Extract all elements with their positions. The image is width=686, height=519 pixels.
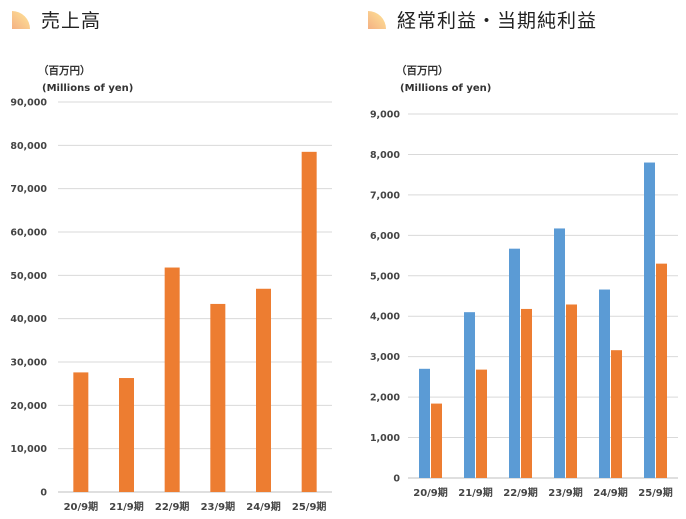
x-tick-label: 20/9期: [64, 500, 99, 513]
profit-bar-1-6: [644, 162, 655, 479]
sales-chart-panel: 売上高 （百万円） (Millions of yen) 0 10,000 20,000 3…: [10, 6, 332, 513]
sales-title: 売上高: [41, 9, 102, 32]
sales-bar-1-6: [301, 151, 317, 493]
x-tick-label: 25/9期: [638, 486, 673, 499]
y-tick-label: 0: [40, 488, 47, 499]
profit-heading: 経常利益・当期純利益: [368, 6, 597, 32]
y-tick-label: 3,000: [370, 352, 400, 363]
unit-label-jp: （百万円）: [38, 64, 91, 77]
x-tick-label: 24/9期: [593, 486, 628, 499]
profit-chart-panel: 経常利益・当期純利益 （百万円） (Millions of yen) 0 1,000 2…: [343, 0, 686, 519]
y-tick-label: 1,000: [370, 433, 400, 444]
profit-bar-1-3: [509, 248, 520, 478]
profit-bar-1-2: [464, 312, 475, 478]
quarter-circle-gradient-icon: [368, 11, 386, 29]
y-tick-label: 10,000: [10, 444, 47, 455]
x-tick-label: 24/9期: [246, 500, 281, 513]
y-tick-label: 40,000: [10, 314, 47, 325]
profit-title: 経常利益・当期純利益: [397, 9, 598, 32]
sales-bar-1-5: [256, 288, 271, 492]
y-tick-label: 20,000: [10, 401, 47, 412]
y-tick-label: 50,000: [10, 271, 47, 282]
x-tick-label: 22/9期: [503, 486, 538, 499]
sales-bar-chart: （百万円） (Millions of yen) 0 10,000 20,000 30,00…: [10, 64, 332, 513]
unit-label-en: (Millions of yen): [42, 83, 133, 94]
profit-bar-1-4: [554, 228, 565, 478]
x-tick-label: 23/9期: [201, 500, 236, 513]
profit-bar-2-3: [521, 308, 532, 478]
y-tick-label: 8,000: [370, 150, 400, 161]
profit-bar-1-1: [419, 368, 430, 478]
y-tick-label: 6,000: [370, 231, 400, 242]
x-tick-label: 23/9期: [548, 486, 583, 499]
x-tick-label: 21/9期: [109, 500, 144, 513]
sales-bar-1-3: [164, 267, 180, 492]
x-tick-label: 21/9期: [458, 486, 493, 499]
y-tick-label: 70,000: [10, 184, 47, 195]
sales-heading: 売上高: [12, 6, 101, 32]
x-tick-label: 25/9期: [292, 500, 327, 513]
sales-bar-1-4: [210, 303, 226, 492]
y-tick-label: 0: [393, 474, 400, 485]
y-tick-label: 4,000: [370, 312, 400, 323]
profit-bar-2-5: [611, 350, 622, 478]
profit-bar-2-4: [566, 304, 577, 478]
unit-label-en: (Millions of yen): [400, 83, 491, 94]
profit-bar-chart: （百万円） (Millions of yen) 0 1,000 2,000 3,000 4,…: [370, 64, 678, 499]
y-tick-label: 7,000: [370, 190, 400, 201]
y-tick-label: 9,000: [370, 110, 400, 121]
y-tick-label: 80,000: [10, 141, 47, 152]
y-tick-label: 60,000: [10, 228, 47, 239]
profit-bar-1-5: [599, 289, 610, 478]
x-tick-label: 20/9期: [413, 486, 448, 499]
profit-bar-2-2: [476, 369, 487, 478]
sales-bar-1-2: [119, 378, 134, 492]
y-tick-label: 2,000: [370, 393, 400, 404]
x-tick-label: 22/9期: [155, 500, 190, 513]
profit-bar-2-6: [656, 263, 667, 478]
y-tick-label: 30,000: [10, 358, 47, 369]
y-tick-label: 5,000: [370, 271, 400, 282]
quarter-circle-gradient-icon: [12, 11, 30, 29]
y-tick-label: 90,000: [10, 98, 47, 109]
unit-label-jp: （百万円）: [396, 64, 449, 77]
sales-bar-1-1: [73, 372, 89, 492]
profit-bar-2-1: [431, 403, 442, 478]
